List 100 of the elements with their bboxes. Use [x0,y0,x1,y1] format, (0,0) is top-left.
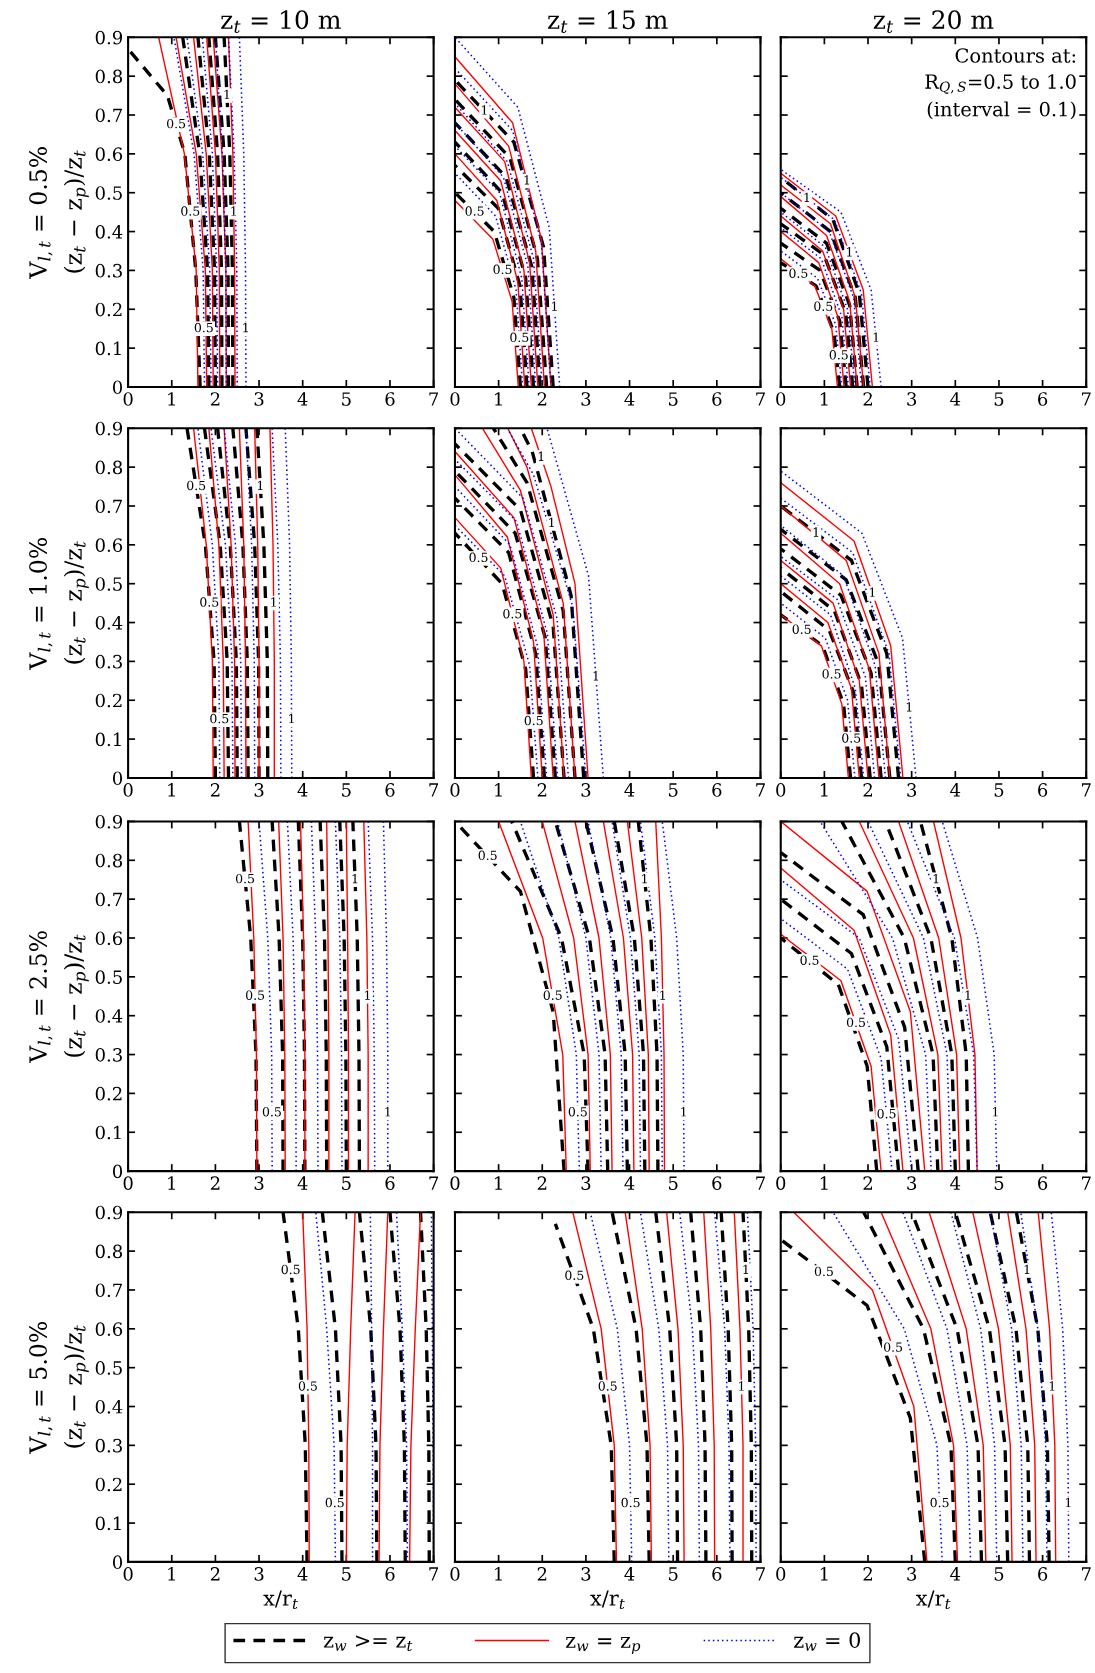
x-tick-label: 6 [385,1567,395,1581]
x-tick-label: 5 [994,1176,1004,1190]
x-tick-label: 4 [950,1176,961,1190]
x-tick-label: 5 [668,783,678,797]
annotation: 0.5 [800,955,819,965]
annotation: 0.5 [167,118,186,129]
x-tick-label: 2 [210,392,220,406]
x-tick-label: 5 [342,783,351,797]
x-tick-label: 3 [254,392,264,406]
annotation: 1 [524,175,530,185]
x-axis-title: x/r$_{t}$ [263,1590,298,1610]
y-tick-label: 0 [112,1164,123,1179]
annotation: 1 [965,990,971,1000]
annotation: 0.5 [246,990,265,1000]
y-tick-label: 0.5 [95,186,122,200]
x-tick-label: 1 [168,783,175,797]
annotation: 1 [847,247,852,257]
y-tick-label: 0.4 [95,225,123,239]
y-tick-label: 0.5 [95,1361,122,1375]
x-tick-label: 7 [429,1176,439,1190]
x-tick-label: 2 [537,1567,547,1581]
annotation: 1 [873,332,879,342]
x-tick-label: 0 [450,392,460,406]
x-tick-label: 3 [907,1176,917,1190]
x-tick-label: 1 [168,392,175,406]
annotation: Contours at: R$_{Q,S}$=0.5 to 1.0 (interval = 0.1) [925,48,1076,120]
x-tick-label: 3 [254,783,264,797]
x-tick-label: 0 [123,783,133,797]
x-tick-label: 0 [123,1176,133,1190]
annotation: 0.5 [792,624,811,634]
annotation: 0.5 [814,301,833,311]
y-tick-label: 0.5 [95,970,122,984]
annotation: 1 [804,192,810,202]
x-tick-label: 1 [820,783,828,797]
annotation: 1 [549,517,554,527]
y-tick-label: 0.6 [95,147,123,161]
annotation: 1 [257,480,263,491]
x-tick-label: 4 [950,783,961,797]
x-tick-label: 3 [581,783,591,797]
x-tick-label: 7 [429,392,439,406]
annotation: 0.5 [325,1497,344,1508]
x-tick-label: 3 [907,392,917,406]
x-tick-label: 4 [950,392,961,406]
x-tick-label: 5 [342,392,351,406]
y-tick-label: 0.1 [95,1516,121,1531]
x-tick-label: 2 [863,783,872,797]
annotation: 1 [906,702,912,712]
y-tick-label: 0.5 [95,577,122,591]
x-tick-label: 7 [429,783,439,797]
annotation: 1 [289,713,294,724]
annotation: 0.5 [187,480,206,491]
y-tick-label: 0.3 [95,263,122,278]
x-tick-label: 6 [1038,1176,1048,1190]
annotation: 1 [642,873,647,884]
y-tick-label: 0.3 [95,1438,122,1453]
x-tick-label: 5 [668,392,678,406]
x-tick-label: 2 [537,392,547,406]
text: V$_{l,t}$ = 0.5% (z$_{t}$ − z$_{p}$)/z$_{t}$ [29,147,89,279]
annotation: 0.5 [493,264,512,275]
x-tick-label: 4 [624,1567,635,1581]
annotation: 0.5 [814,1266,833,1277]
annotation: 0.5 [298,1381,317,1391]
annotation: 0.5 [465,206,484,216]
y-tick-label: 0.8 [95,1244,123,1259]
x-tick-label: 1 [820,1176,828,1190]
x-tick-label: 6 [712,783,722,797]
annotation: 1 [385,1107,390,1117]
y-tick-label: 0 [112,380,123,395]
x-tick-label: 7 [1082,783,1091,797]
x-tick-label: 6 [1038,1567,1048,1581]
y-tick-label: 0.7 [95,108,122,123]
x-tick-label: 0 [123,1567,133,1581]
annotation: 1 [660,990,665,1000]
annotation: 1 [1049,1381,1055,1391]
y-tick-label: 0.6 [95,1322,123,1336]
annotation: 1 [593,671,599,681]
x-tick-label: 3 [581,1176,591,1190]
x-tick-label: 7 [756,783,765,797]
x-tick-label: 4 [297,392,308,406]
annotation: 1 [743,1264,749,1274]
annotation: 1 [739,1381,744,1391]
x-tick-label: 6 [1038,783,1048,797]
y-tick-label: 0.4 [95,1399,123,1414]
x-tick-label: 4 [624,783,635,797]
y-tick-label: 0.7 [95,892,122,907]
x-tick-label: 6 [712,392,722,406]
y-tick-label: 0.8 [95,460,123,475]
annotation: 0.5 [503,608,522,619]
y-tick-label: 0.8 [95,853,123,868]
x-tick-label: 2 [210,783,220,797]
annotation: 1 [993,1107,998,1117]
annotation: 1 [365,990,370,1000]
x-tick-label: 2 [210,1176,220,1190]
annotation: 0.5 [510,332,529,343]
x-tick-label: 1 [495,392,502,406]
x-tick-label: 7 [1082,1567,1091,1581]
y-tick-label: 0.2 [95,302,122,317]
x-axis-title: x/r$_{t}$ [590,1590,625,1610]
legend-label: z$_{w}$ = 0 [794,1632,860,1651]
chart-title: z$_{t}$ = 20 m [873,10,994,33]
